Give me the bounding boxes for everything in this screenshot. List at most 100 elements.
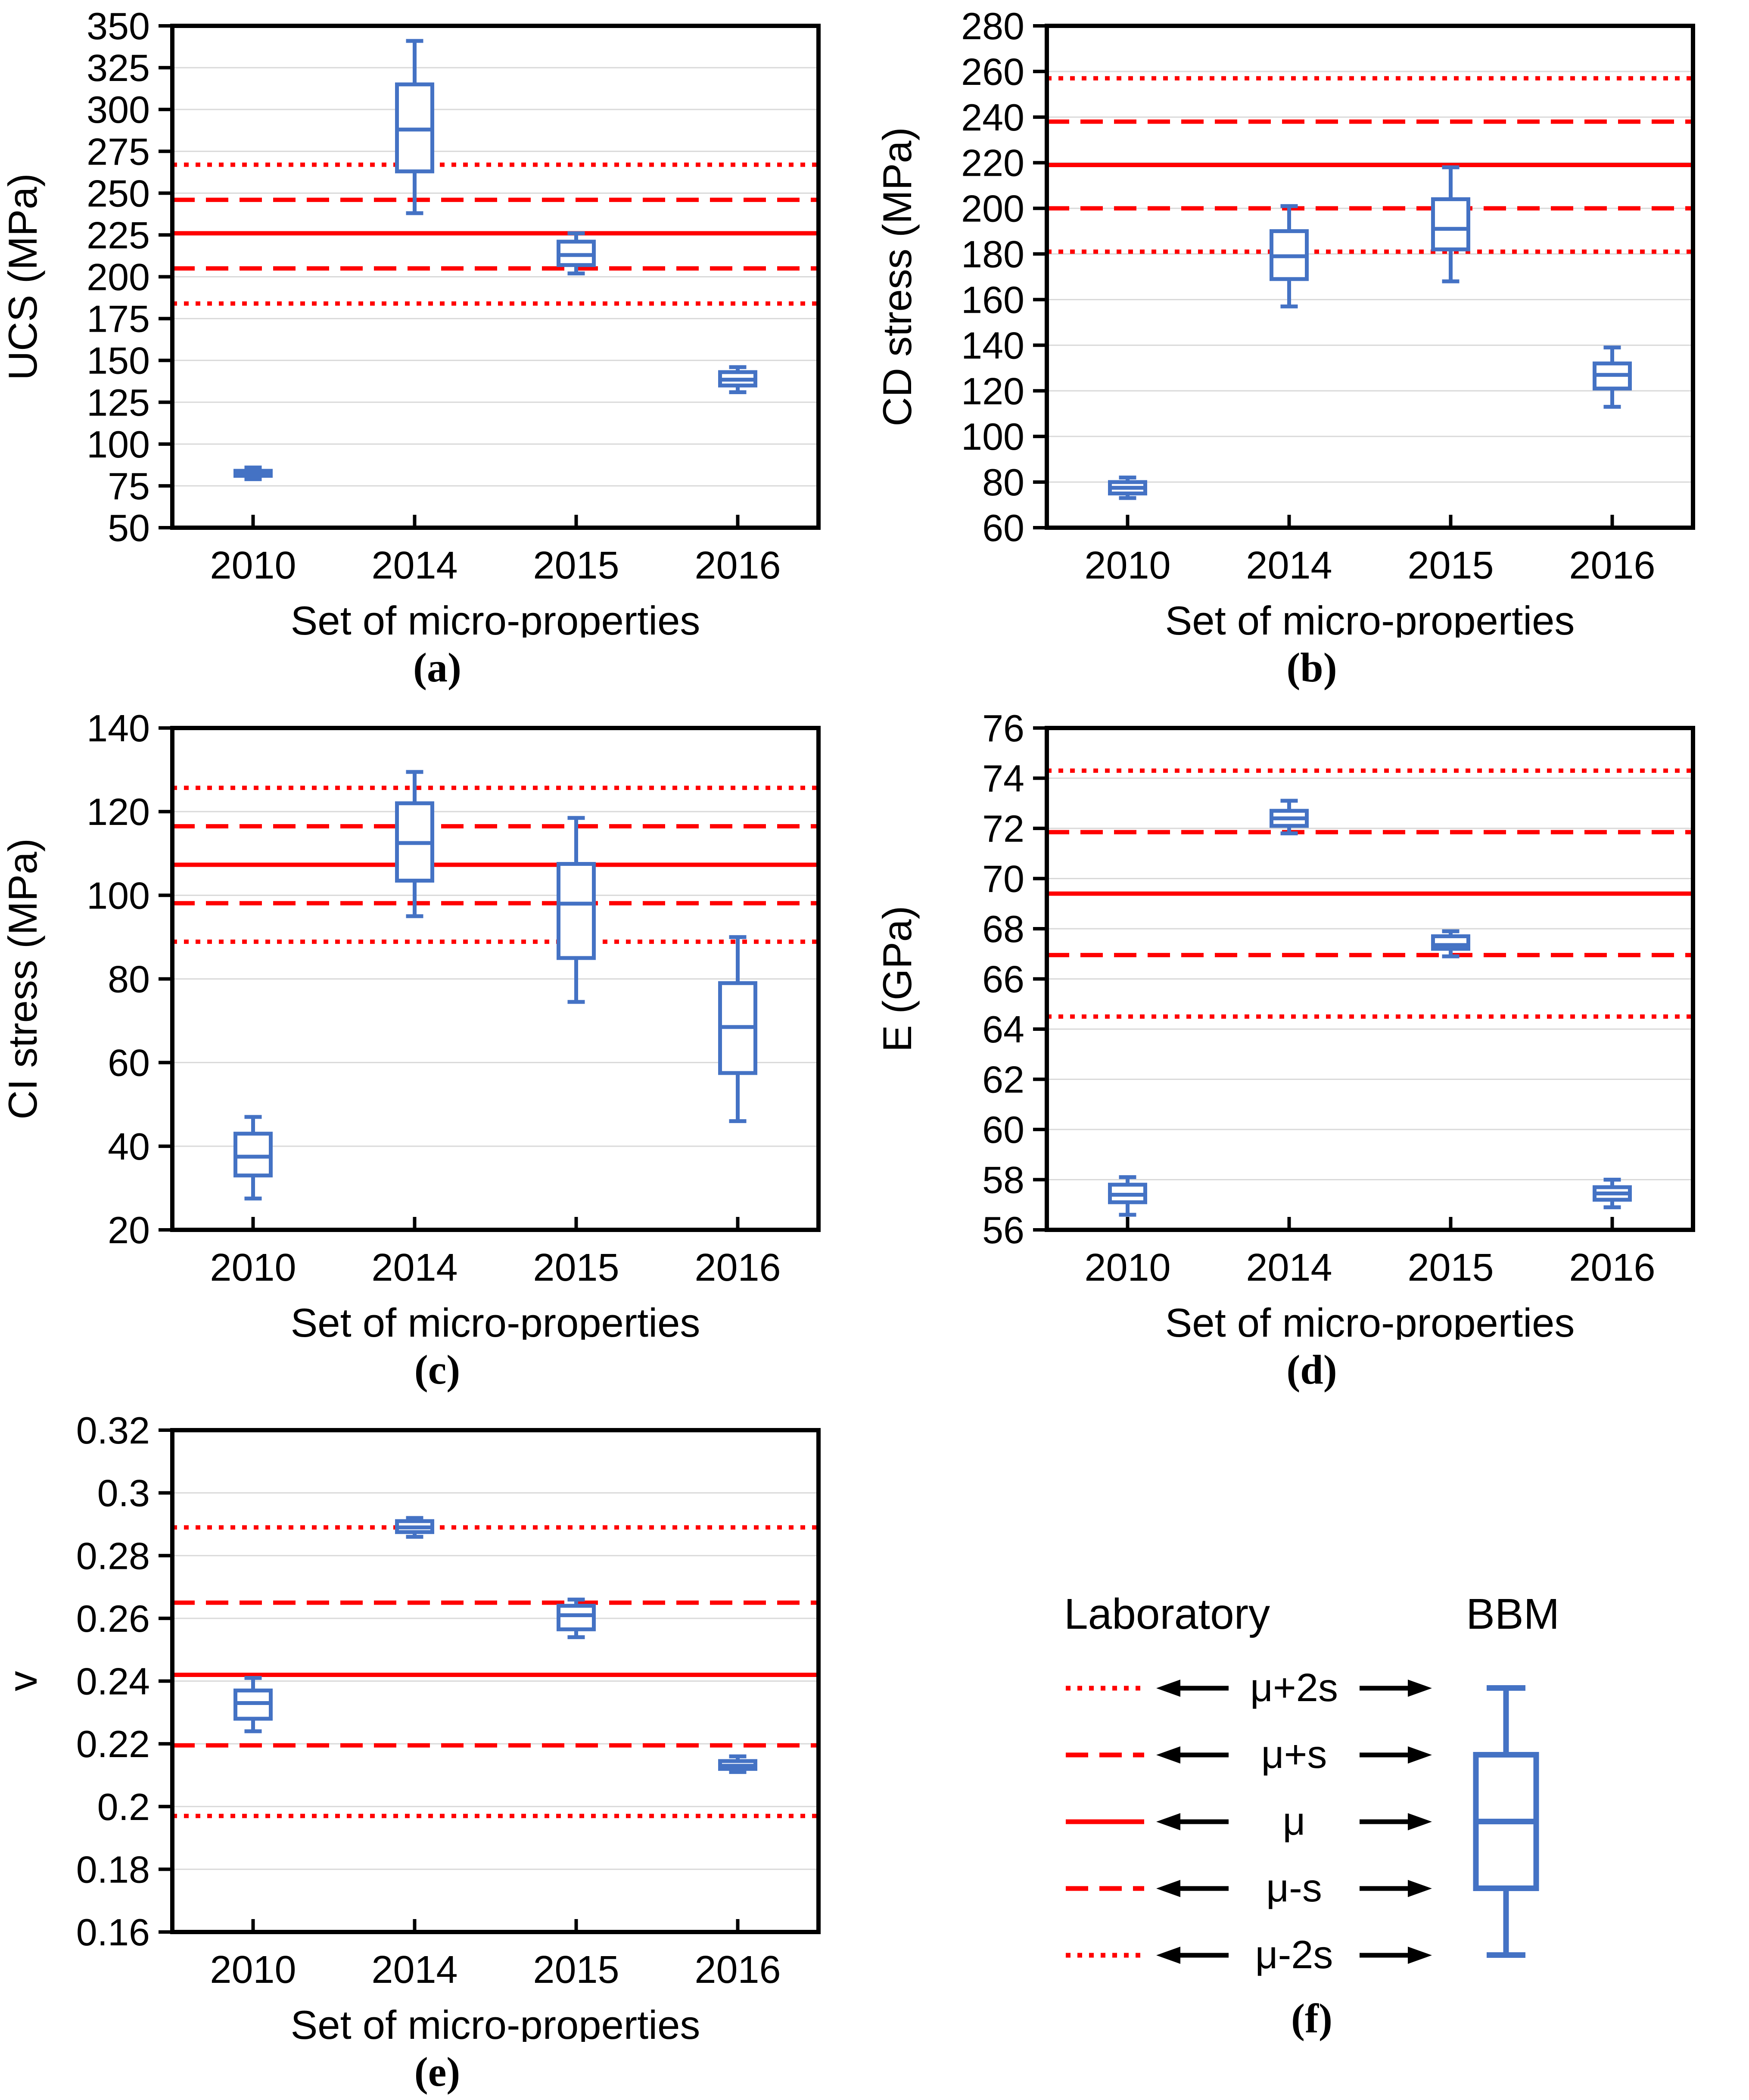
gridlines — [172, 67, 818, 487]
svg-text:0.16: 0.16 — [76, 1911, 150, 1954]
svg-text:80: 80 — [108, 958, 150, 1001]
axis-ticks — [159, 1428, 740, 1934]
svg-text:2014: 2014 — [1246, 1246, 1332, 1289]
legend-row-μ-s: μ-s — [1064, 1855, 1442, 1922]
svg-text:60: 60 — [982, 507, 1024, 549]
y-axis-title: CI stress (MPa) — [0, 838, 45, 1120]
svg-text:0.3: 0.3 — [97, 1472, 150, 1515]
panel-e: 0.16 0.18 0.2 0.22 0.24 0.26 0.28 0.3 0.32 2010 20… — [0, 1404, 874, 2096]
right-arrow-icon — [1360, 1946, 1432, 1964]
svg-text:74: 74 — [982, 757, 1024, 800]
panel-e-caption: (e) — [414, 2049, 461, 2095]
legend-label: μ — [1282, 1799, 1306, 1843]
svg-text:250: 250 — [87, 172, 150, 215]
laboratory-reference-lines — [172, 162, 818, 306]
legend-row-μ+2s: μ+2s — [1064, 1655, 1442, 1721]
gridlines — [1047, 778, 1693, 1180]
svg-text:100: 100 — [961, 415, 1024, 458]
chart-e-modulus: 56 58 60 62 64 66 68 70 72 74 76 2010 2014 2015 2016 E … — [874, 702, 1749, 1340]
svg-text:2010: 2010 — [1084, 1246, 1170, 1289]
svg-text:140: 140 — [961, 324, 1024, 367]
svg-text:2010: 2010 — [1084, 544, 1170, 587]
box-2016 — [718, 1754, 757, 1774]
legend-label: μ-s — [1266, 1866, 1322, 1910]
svg-text:60: 60 — [108, 1042, 150, 1084]
svg-text:40: 40 — [108, 1125, 150, 1168]
svg-text:0.26: 0.26 — [76, 1597, 150, 1640]
left-arrow-icon — [1156, 1746, 1229, 1764]
laboratory-reference-lines — [172, 785, 818, 944]
svg-text:100: 100 — [87, 874, 150, 917]
x-tick-labels: 2010 2014 2015 2016 — [1084, 544, 1655, 587]
svg-text:2015: 2015 — [533, 544, 619, 587]
box-2010 — [233, 1115, 273, 1201]
legend-row-μ: μ — [1064, 1788, 1442, 1855]
svg-text:225: 225 — [87, 214, 150, 256]
left-arrow-icon — [1156, 1679, 1229, 1697]
box-2015 — [557, 816, 596, 1004]
svg-text:72: 72 — [982, 807, 1024, 850]
panel-f-caption: (f) — [1291, 1995, 1332, 2041]
y-tick-labels: 56 58 60 62 64 66 68 70 72 74 76 — [982, 707, 1024, 1251]
svg-text:64: 64 — [982, 1008, 1024, 1051]
svg-text:200: 200 — [87, 256, 150, 299]
box-2016 — [1593, 345, 1632, 409]
panel-d: 56 58 60 62 64 66 68 70 72 74 76 2010 2014 2015 2016 E … — [874, 702, 1749, 1394]
x-axis-title: Set of micro-properties — [1165, 1300, 1575, 1340]
legend-label: μ-2s — [1255, 1933, 1333, 1977]
legend-label: μ+2s — [1250, 1666, 1338, 1710]
boxplot-svg: 56 58 60 62 64 66 68 70 72 74 76 2010 2014 2015 2016 E … — [874, 702, 1749, 1340]
legend-dotted-line-sample — [1066, 1953, 1144, 1957]
box-2014 — [395, 1516, 434, 1539]
box-2014 — [1270, 204, 1309, 308]
svg-text:240: 240 — [961, 96, 1024, 139]
panel-b-caption: (b) — [1286, 644, 1337, 691]
svg-text:70: 70 — [982, 858, 1024, 900]
legend-row-μ-2s: μ-2s — [1064, 1922, 1442, 1988]
box-2016 — [1593, 1178, 1632, 1210]
laboratory-reference-lines — [1047, 76, 1693, 254]
right-arrow-icon — [1360, 1813, 1432, 1830]
svg-text:125: 125 — [87, 381, 150, 424]
svg-text:76: 76 — [982, 707, 1024, 750]
chart-ucs: 50 75 100 125 150 175 200 225 250 275 300 325 350 201… — [0, 0, 874, 638]
x-tick-labels: 2010 2014 2015 2016 — [210, 1948, 781, 1991]
legend-header: Laboratory BBM — [1064, 1590, 1559, 1639]
svg-text:0.24: 0.24 — [76, 1660, 150, 1703]
svg-text:80: 80 — [982, 461, 1024, 504]
svg-text:2016: 2016 — [694, 1246, 781, 1289]
svg-text:2015: 2015 — [1407, 1246, 1494, 1289]
y-tick-labels: 0.16 0.18 0.2 0.22 0.24 0.26 0.28 0.3 0.32 — [76, 1409, 150, 1954]
y-axis-title: CD stress (MPa) — [874, 127, 920, 426]
legend-laboratory-title: Laboratory — [1064, 1590, 1270, 1638]
panel-b: 60 80 100 120 140 160 180 200 220 240 260 280 2010 20… — [874, 0, 1749, 691]
x-tick-labels: 2010 2014 2015 2016 — [1084, 1246, 1655, 1289]
svg-text:2015: 2015 — [533, 1948, 619, 1991]
panel-a: 50 75 100 125 150 175 200 225 250 275 300 325 350 201… — [0, 0, 874, 691]
chart-poisson: 0.16 0.18 0.2 0.22 0.24 0.26 0.28 0.3 0.32 2010 20… — [0, 1404, 874, 2042]
y-tick-labels: 20 40 60 80 100 120 140 — [87, 707, 150, 1251]
svg-text:180: 180 — [961, 233, 1024, 276]
svg-text:275: 275 — [87, 130, 150, 173]
svg-text:350: 350 — [87, 5, 150, 47]
right-arrow-icon — [1360, 1879, 1432, 1897]
panel-c: 20 40 60 80 100 120 140 2010 2014 2015 2016 CI stre… — [0, 702, 874, 1394]
svg-text:100: 100 — [87, 423, 150, 466]
svg-text:120: 120 — [87, 790, 150, 833]
svg-text:2014: 2014 — [371, 544, 457, 587]
bbm-legend: Laboratory BBM μ+2s μ+s μ μ-s μ-2s — [874, 1590, 1749, 1988]
svg-text:150: 150 — [87, 339, 150, 382]
svg-text:220: 220 — [961, 142, 1024, 184]
right-arrow-icon — [1360, 1679, 1432, 1697]
box-2010 — [1108, 476, 1147, 500]
svg-text:2016: 2016 — [1569, 544, 1655, 587]
svg-text:0.28: 0.28 — [76, 1534, 150, 1577]
right-arrow-icon — [1360, 1746, 1432, 1764]
svg-text:0.18: 0.18 — [76, 1848, 150, 1891]
svg-text:60: 60 — [982, 1108, 1024, 1151]
laboratory-reference-lines — [172, 1525, 818, 1818]
boxplot-svg: 20 40 60 80 100 120 140 2010 2014 2015 2016 CI stre… — [0, 702, 874, 1340]
